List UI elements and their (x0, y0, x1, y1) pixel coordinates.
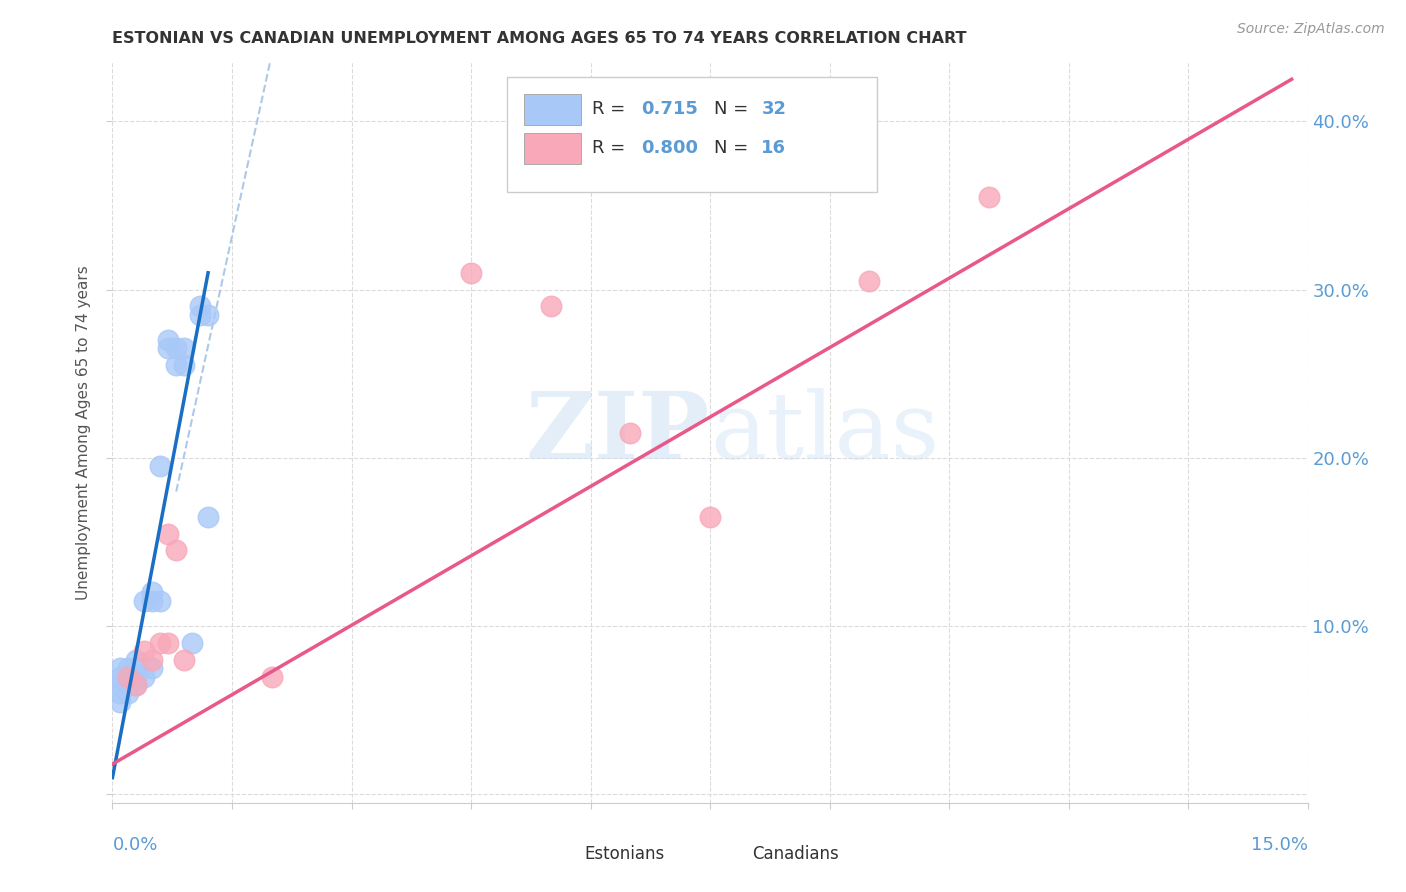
Point (165, 342, 187, 356)
Point (110, 695, 132, 709)
Point (134, 644, 156, 658)
Point (110, 678, 132, 692)
Point (173, 359, 195, 373)
Point (117, 678, 139, 692)
Point (157, 636, 180, 650)
Point (134, 670, 156, 684)
Text: R =: R = (592, 100, 631, 118)
Point (141, 594, 163, 608)
Point (149, 459, 172, 474)
Point (197, 308, 219, 322)
Point (149, 636, 172, 650)
Text: Source: ZipAtlas.com: Source: ZipAtlas.com (1237, 22, 1385, 37)
Point (188, 308, 211, 322)
Text: ESTONIAN VS CANADIAN UNEMPLOYMENT AMONG AGES 65 TO 74 YEARS CORRELATION CHART: ESTONIAN VS CANADIAN UNEMPLOYMENT AMONG … (112, 31, 967, 46)
Point (110, 661, 132, 675)
Point (173, 342, 195, 356)
Text: 0.0%: 0.0% (112, 836, 157, 855)
FancyBboxPatch shape (707, 840, 747, 867)
Point (125, 678, 148, 692)
Point (134, 594, 156, 608)
Text: N =: N = (714, 100, 754, 118)
Point (125, 661, 148, 675)
Text: 0.800: 0.800 (641, 139, 697, 157)
Point (157, 333, 180, 347)
Point (141, 661, 163, 675)
Text: 16: 16 (762, 139, 786, 157)
Point (157, 526, 180, 541)
Point (188, 300, 211, 314)
Point (858, 274, 880, 288)
Point (117, 661, 139, 675)
Text: 0.715: 0.715 (641, 100, 697, 118)
Point (540, 300, 562, 314)
Y-axis label: Unemployment Among Ages 65 to 74 years: Unemployment Among Ages 65 to 74 years (76, 265, 91, 600)
Point (141, 585, 163, 599)
Point (141, 653, 163, 667)
Point (260, 670, 283, 684)
Point (165, 543, 187, 558)
Point (460, 266, 482, 280)
Text: 15.0%: 15.0% (1250, 836, 1308, 855)
Point (197, 509, 219, 524)
FancyBboxPatch shape (540, 840, 579, 867)
Text: N =: N = (714, 139, 754, 157)
FancyBboxPatch shape (523, 133, 581, 164)
FancyBboxPatch shape (508, 78, 877, 192)
Point (699, 509, 721, 524)
Point (125, 653, 148, 667)
Point (117, 686, 139, 700)
Point (125, 678, 148, 692)
Point (117, 670, 139, 684)
Text: 32: 32 (762, 100, 786, 118)
Text: ZIP: ZIP (526, 388, 710, 477)
Point (977, 190, 1000, 204)
Point (117, 673, 139, 687)
Point (619, 425, 641, 440)
Point (125, 670, 148, 684)
Text: atlas: atlas (710, 388, 939, 477)
Text: Estonians: Estonians (585, 845, 665, 863)
Point (181, 636, 204, 650)
Point (173, 653, 195, 667)
Point (110, 686, 132, 700)
Point (110, 670, 132, 684)
Point (157, 342, 180, 356)
FancyBboxPatch shape (523, 94, 581, 125)
Point (165, 359, 187, 373)
Point (117, 670, 139, 684)
Text: R =: R = (592, 139, 631, 157)
Text: Canadians: Canadians (752, 845, 838, 863)
Point (149, 594, 172, 608)
